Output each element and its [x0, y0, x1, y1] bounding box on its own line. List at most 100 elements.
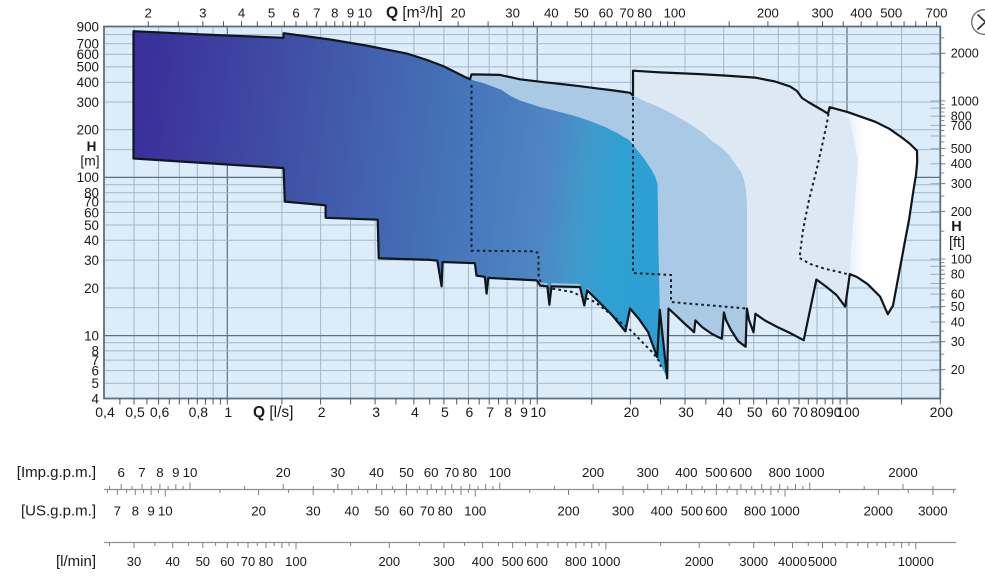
svg-text:8: 8 [504, 404, 512, 420]
svg-text:0,4: 0,4 [95, 404, 115, 420]
svg-text:700: 700 [925, 5, 947, 20]
svg-text:10: 10 [84, 328, 99, 343]
svg-text:20: 20 [451, 5, 466, 20]
svg-text:300: 300 [811, 5, 833, 20]
svg-text:60: 60 [220, 554, 234, 569]
svg-text:20: 20 [624, 404, 640, 420]
svg-text:0,8: 0,8 [189, 404, 209, 420]
svg-text:20: 20 [84, 281, 99, 296]
svg-text:1: 1 [224, 404, 232, 420]
svg-text:7: 7 [92, 353, 99, 368]
svg-text:9: 9 [520, 404, 528, 420]
svg-text:10000: 10000 [898, 554, 934, 569]
svg-text:100: 100 [664, 5, 686, 20]
svg-text:600: 600 [526, 554, 548, 569]
svg-text:80: 80 [438, 504, 453, 519]
svg-text:2000: 2000 [685, 554, 714, 569]
svg-text:40: 40 [369, 465, 384, 480]
svg-text:300: 300 [77, 95, 99, 110]
svg-text:80: 80 [637, 5, 652, 20]
svg-text:20: 20 [951, 363, 965, 377]
svg-text:9: 9 [172, 465, 179, 480]
svg-text:600: 600 [730, 465, 752, 480]
svg-text:4000: 4000 [778, 554, 807, 569]
svg-text:2: 2 [145, 5, 152, 20]
svg-text:30: 30 [951, 335, 965, 349]
svg-text:5000: 5000 [808, 554, 837, 569]
svg-text:8: 8 [92, 344, 99, 359]
svg-text:70: 70 [444, 465, 459, 480]
svg-text:50: 50 [196, 554, 210, 569]
svg-text:70: 70 [619, 5, 634, 20]
svg-text:60: 60 [399, 504, 414, 519]
svg-text:500: 500 [77, 60, 99, 75]
svg-text:80: 80 [810, 404, 826, 420]
svg-text:300: 300 [433, 554, 455, 569]
svg-text:800: 800 [565, 554, 587, 569]
svg-text:400: 400 [651, 504, 673, 519]
svg-text:700: 700 [77, 37, 99, 52]
svg-text:30: 30 [505, 5, 520, 20]
svg-text:2000: 2000 [888, 465, 918, 480]
svg-text:300: 300 [951, 177, 972, 191]
svg-text:200: 200 [930, 404, 954, 420]
svg-text:2000: 2000 [864, 504, 894, 519]
svg-text:10: 10 [158, 504, 173, 519]
svg-text:7: 7 [114, 504, 121, 519]
svg-text:6: 6 [292, 5, 299, 20]
svg-text:6: 6 [117, 465, 124, 480]
svg-text:2000: 2000 [951, 47, 979, 61]
svg-text:600: 600 [77, 47, 99, 62]
svg-text:Q [l/s]: Q [l/s] [253, 404, 293, 421]
svg-text:80: 80 [259, 554, 273, 569]
svg-text:6: 6 [92, 363, 99, 378]
svg-text:200: 200 [757, 5, 779, 20]
svg-text:40: 40 [345, 504, 360, 519]
svg-text:H: H [951, 219, 961, 235]
svg-text:40: 40 [544, 5, 559, 20]
svg-text:900: 900 [77, 19, 99, 34]
svg-text:500: 500 [502, 554, 524, 569]
svg-text:400: 400 [675, 465, 697, 480]
svg-text:500: 500 [681, 504, 703, 519]
svg-text:500: 500 [880, 5, 902, 20]
svg-text:30: 30 [330, 465, 345, 480]
svg-text:0,5: 0,5 [125, 404, 145, 420]
svg-text:800: 800 [951, 110, 972, 124]
svg-text:60: 60 [772, 404, 788, 420]
svg-text:30: 30 [678, 404, 694, 420]
svg-text:50: 50 [951, 300, 965, 314]
svg-text:300: 300 [637, 465, 659, 480]
svg-text:100: 100 [77, 170, 99, 185]
svg-text:9: 9 [147, 504, 154, 519]
svg-text:30: 30 [306, 504, 321, 519]
svg-text:50: 50 [84, 218, 99, 233]
svg-text:8: 8 [132, 504, 139, 519]
svg-text:80: 80 [84, 186, 99, 201]
svg-text:100: 100 [285, 554, 307, 569]
svg-text:800: 800 [744, 504, 766, 519]
svg-text:100: 100 [464, 504, 486, 519]
svg-text:70: 70 [792, 404, 808, 420]
svg-text:90: 90 [826, 404, 842, 420]
svg-text:7: 7 [486, 404, 494, 420]
svg-text:600: 600 [705, 504, 727, 519]
svg-text:H: H [87, 139, 97, 154]
svg-text:500: 500 [951, 142, 972, 156]
svg-text:30: 30 [127, 554, 141, 569]
svg-text:10: 10 [530, 404, 546, 420]
svg-text:40: 40 [717, 404, 733, 420]
svg-text:200: 200 [557, 504, 579, 519]
svg-text:4: 4 [411, 404, 419, 420]
svg-text:200: 200 [378, 554, 400, 569]
svg-text:7: 7 [313, 5, 320, 20]
svg-text:50: 50 [375, 504, 390, 519]
svg-text:400: 400 [850, 5, 872, 20]
svg-text:10: 10 [357, 5, 372, 20]
svg-text:4: 4 [92, 391, 100, 406]
svg-text:500: 500 [705, 465, 727, 480]
svg-text:9: 9 [347, 5, 354, 20]
svg-text:60: 60 [84, 205, 99, 220]
svg-text:50: 50 [747, 404, 763, 420]
svg-text:30: 30 [84, 253, 99, 268]
